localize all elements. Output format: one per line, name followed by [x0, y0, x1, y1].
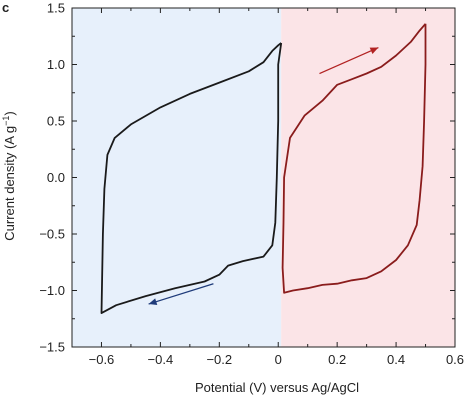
x-tick-label: −0.6 — [89, 352, 115, 367]
y-tick-label: 0.5 — [47, 114, 65, 129]
x-tick-label: 0 — [275, 352, 282, 367]
direction-arrow-1 — [148, 283, 214, 306]
y-tick-label: −1.5 — [39, 340, 65, 355]
direction-arrow-shaft-0 — [319, 46, 379, 75]
x-tick-label: 0.2 — [328, 352, 346, 367]
x-tick-label: −0.2 — [206, 352, 232, 367]
y-tick-label: −1.0 — [39, 283, 65, 298]
direction-arrow-0 — [319, 46, 379, 75]
panel-label: c — [2, 0, 9, 15]
region-0 — [72, 8, 282, 347]
direction-arrow-head-0 — [369, 47, 379, 54]
potential-regions — [72, 8, 455, 347]
y-axis-label-main: Current density (A g — [2, 126, 17, 241]
y-tick-label: 1.5 — [47, 1, 65, 16]
y-tick-label: −0.5 — [39, 227, 65, 242]
x-axis-label: Potential (V) versus Ag/AgCl — [195, 380, 359, 395]
y-axis-label: Current density (A g−1) — [1, 111, 17, 241]
cv-curve-0 — [100, 42, 283, 314]
x-tick-label: −0.4 — [148, 352, 174, 367]
y-axis-ticks: −1.5 −1.0 −0.5 0.0 0.5 1.0 1.5 — [39, 1, 455, 355]
direction-arrow-shaft-1 — [148, 283, 214, 305]
cv-curve-1 — [281, 23, 427, 294]
scan-direction-arrows — [148, 46, 379, 306]
direction-arrow-head-1 — [148, 298, 158, 306]
x-tick-label: 0.6 — [446, 352, 464, 367]
y-tick-label: 0.0 — [47, 170, 65, 185]
x-tick-label: 0.4 — [387, 352, 405, 367]
y-tick-label: 1.0 — [47, 57, 65, 72]
y-axis-label-sup: −1 — [1, 116, 11, 126]
x-axis-ticks: −0.6 −0.4 −0.2 0 0.2 0.4 0.6 — [71, 8, 464, 367]
y-axis-label-close: ) — [2, 111, 17, 115]
cv-curves — [100, 23, 427, 314]
region-1 — [281, 8, 455, 347]
